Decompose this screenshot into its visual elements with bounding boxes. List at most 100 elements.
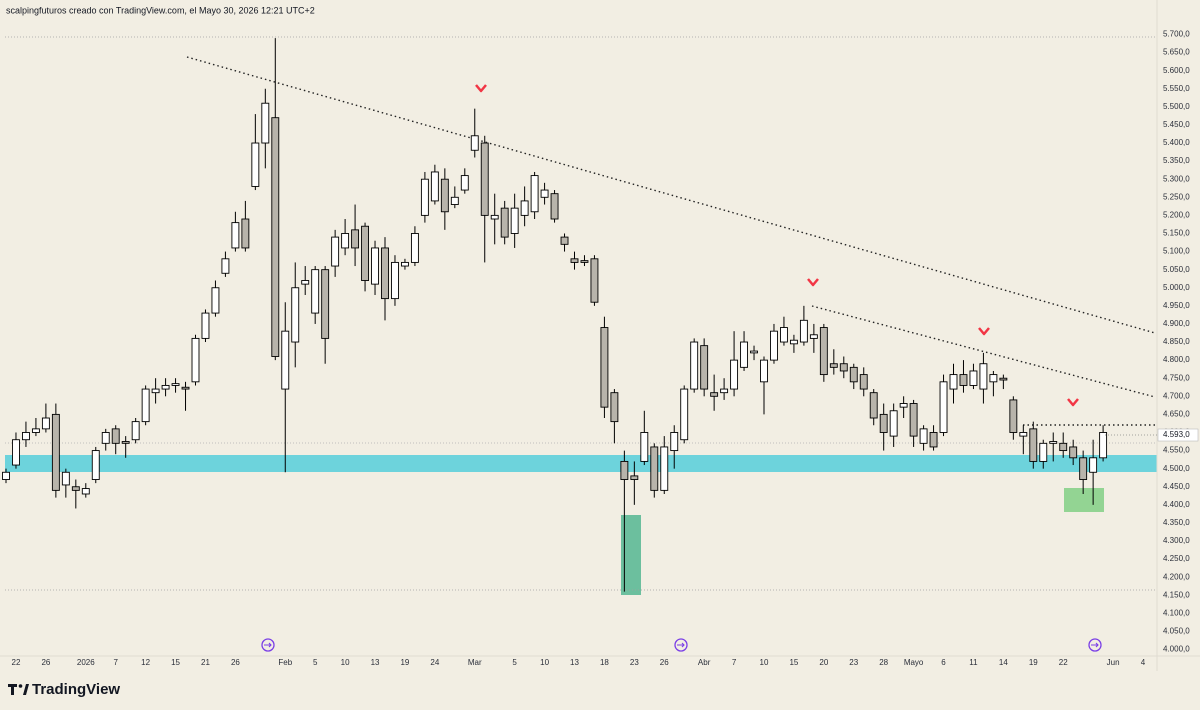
brand-logo: TradingView	[8, 681, 120, 698]
candle	[909, 399, 918, 447]
event-icon	[674, 638, 688, 652]
candle	[979, 352, 988, 404]
candle	[989, 370, 998, 397]
candle-body	[401, 261, 409, 267]
candle	[929, 425, 938, 451]
candle-body	[610, 392, 619, 423]
candle-body	[440, 178, 449, 213]
candle-body	[31, 428, 40, 433]
candle	[680, 385, 689, 444]
candle-body	[959, 374, 968, 386]
candle	[211, 280, 220, 317]
x-tick-label: 22	[1059, 658, 1068, 667]
candle	[31, 418, 40, 437]
candle	[590, 255, 599, 306]
candle	[610, 389, 619, 444]
candle-body	[201, 312, 210, 339]
candle-body	[291, 287, 300, 343]
candle	[939, 374, 948, 437]
candle-body	[640, 432, 649, 462]
candle	[440, 168, 449, 230]
candle	[291, 262, 300, 368]
candle	[1089, 439, 1098, 505]
x-tick-label: 10	[540, 658, 549, 667]
candle	[969, 363, 978, 390]
candle	[121, 436, 130, 458]
y-tick-label: 4.950,0	[1163, 301, 1190, 310]
y-tick-label: 4.900,0	[1163, 319, 1190, 328]
candle	[281, 302, 290, 473]
candle-body	[510, 207, 519, 234]
y-tick-label: 5.400,0	[1163, 138, 1190, 147]
candle	[1019, 425, 1028, 455]
candle-body	[51, 413, 60, 491]
y-tick-label: 5.150,0	[1163, 229, 1190, 238]
candle-body	[969, 370, 978, 386]
y-tick-label: 4.150,0	[1163, 590, 1190, 599]
marker-chevron	[1067, 398, 1079, 407]
y-tick-label: 4.800,0	[1163, 355, 1190, 364]
candle-body	[570, 258, 579, 263]
support-zone	[5, 455, 1157, 472]
candle-body	[929, 432, 938, 448]
candle	[580, 255, 589, 267]
candle	[341, 219, 350, 256]
candle	[331, 229, 340, 277]
candle	[401, 258, 409, 270]
candle-body	[420, 178, 429, 216]
candle	[460, 168, 469, 194]
candle-body	[939, 381, 948, 433]
candle-body	[12, 439, 20, 466]
candle-body	[540, 189, 549, 198]
candle-body	[241, 218, 250, 249]
x-tick-label: Abr	[698, 658, 711, 667]
candle	[710, 374, 719, 411]
y-tick-label: 4.350,0	[1163, 518, 1190, 527]
event-icon	[1088, 638, 1102, 652]
candle	[91, 446, 100, 484]
candle-body	[700, 345, 709, 390]
candle-body	[799, 319, 808, 343]
candle-body	[1029, 428, 1038, 462]
candles	[2, 38, 1108, 592]
x-tick-label: Feb	[278, 658, 292, 667]
candle-body	[680, 388, 689, 441]
candle	[1099, 425, 1108, 462]
candle	[520, 186, 529, 227]
x-tick-label: 23	[630, 658, 639, 667]
candle	[510, 193, 519, 248]
candle	[1009, 396, 1018, 440]
y-tick-label: 4.450,0	[1163, 482, 1190, 491]
candle	[351, 204, 360, 267]
x-tick-label: 14	[999, 658, 1008, 667]
candle-body	[231, 222, 240, 249]
candle	[61, 468, 70, 498]
candle-body	[490, 214, 499, 220]
candle-body	[251, 142, 260, 187]
candle	[780, 316, 788, 346]
x-tick-label: 28	[879, 658, 888, 667]
candle-body	[1049, 441, 1058, 444]
trend-line	[811, 305, 1156, 398]
candle-body	[41, 417, 50, 430]
marker-chevron	[978, 327, 990, 336]
candle	[381, 237, 389, 321]
candle	[2, 468, 10, 484]
candle-body	[690, 341, 699, 390]
candle-body	[869, 392, 878, 419]
candle-body	[849, 366, 858, 383]
candle	[1069, 439, 1078, 466]
drawings	[5, 36, 1157, 595]
candle-body	[281, 330, 290, 390]
candle	[480, 135, 489, 263]
candle	[760, 356, 768, 415]
candle-body	[580, 260, 589, 263]
candle-body	[1079, 457, 1088, 480]
candle-body	[760, 359, 768, 383]
y-tick-label: 5.350,0	[1163, 156, 1190, 165]
candle-body	[381, 247, 389, 300]
candle-body	[1039, 442, 1048, 462]
candle-body	[121, 441, 130, 444]
candle-body	[989, 374, 998, 383]
candle	[620, 450, 629, 592]
